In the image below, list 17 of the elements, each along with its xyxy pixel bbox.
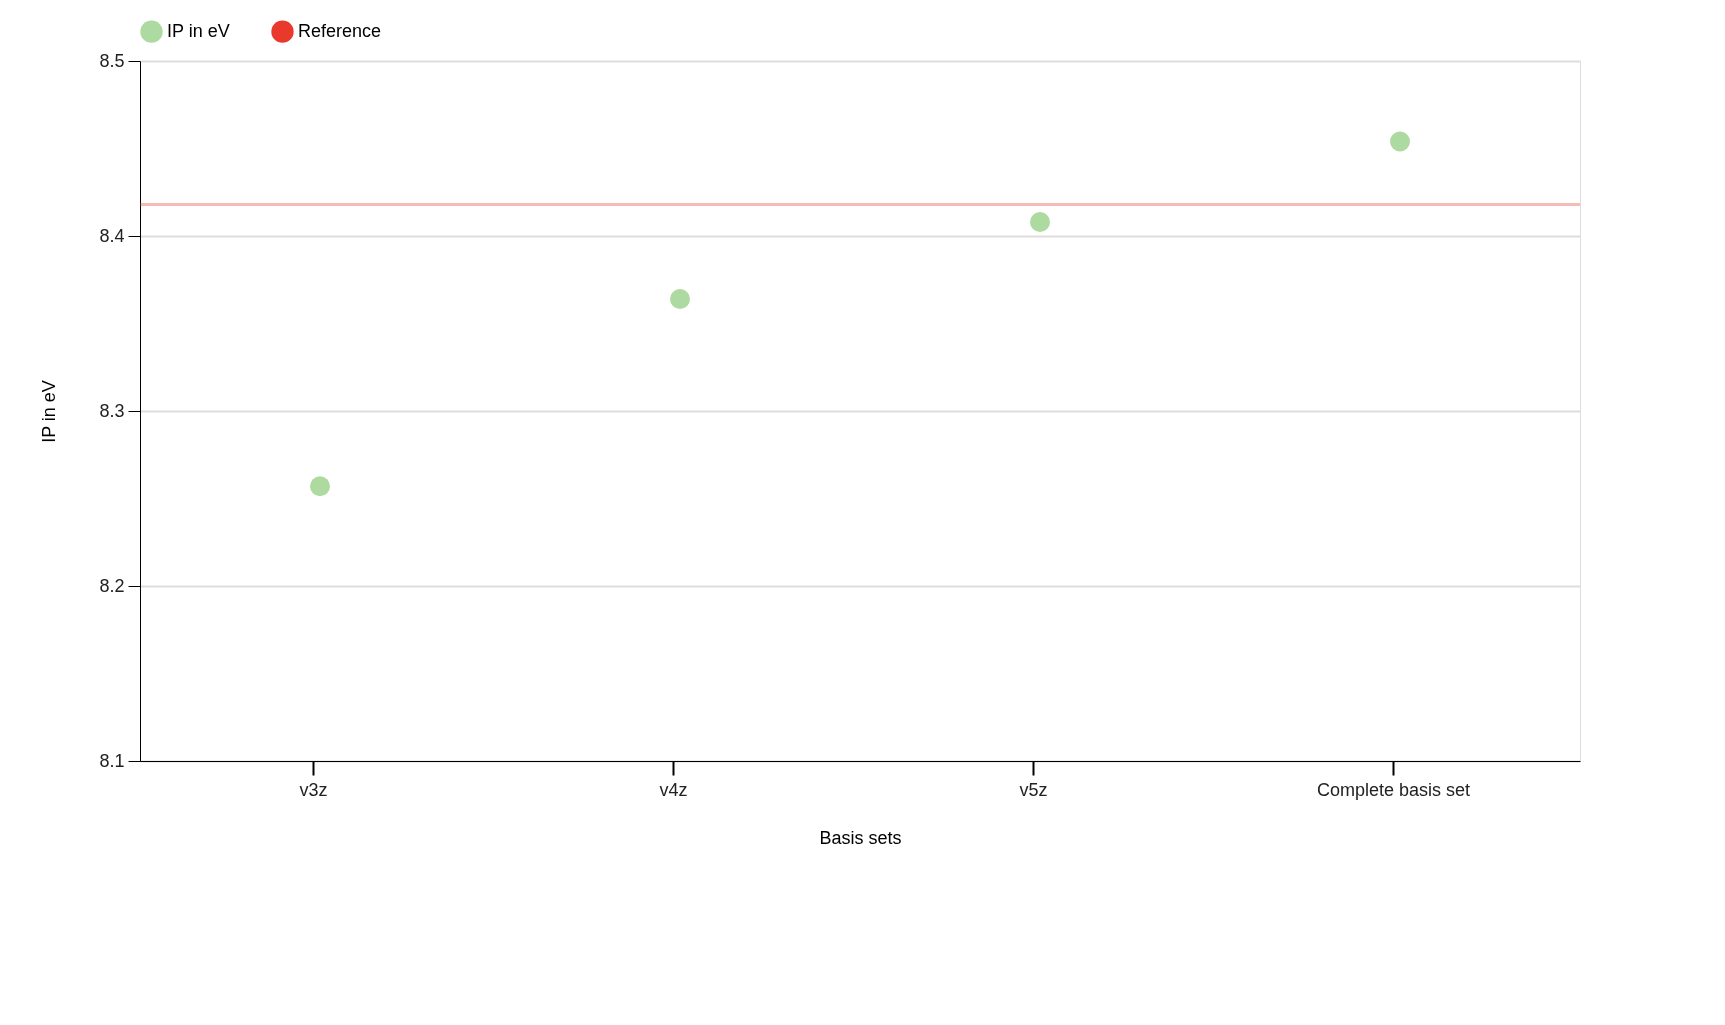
y-tick-label: 8.4 [99, 225, 125, 246]
y-tick-label: 8.5 [99, 50, 125, 71]
point [1030, 212, 1050, 232]
x-tick-label: v3z [299, 779, 328, 800]
point [670, 289, 690, 309]
x-tick-label: v4z [659, 779, 688, 800]
y-tick-label: 8.2 [99, 575, 125, 596]
x-tick-label: Complete basis set [1316, 779, 1471, 800]
point [310, 476, 330, 497]
x-axis-title: Basis sets [819, 827, 902, 848]
point [1390, 131, 1410, 152]
x-tick-label: v5z [1019, 779, 1048, 800]
y-axis-title: IP in eV [39, 380, 60, 443]
legend-label: IP in eV [167, 20, 230, 41]
y-tick-label: 8.1 [99, 750, 125, 771]
legend-label: Reference [298, 20, 382, 41]
y-tick-label: 8.3 [99, 400, 125, 421]
